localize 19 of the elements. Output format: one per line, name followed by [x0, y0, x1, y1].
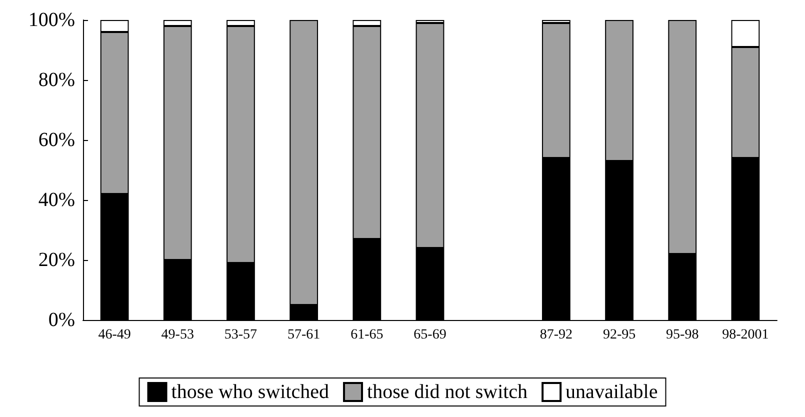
- x-tick-label: 53-57: [224, 328, 258, 342]
- x-tick-label: 61-65: [350, 328, 384, 342]
- y-tick-label: 100%: [28, 9, 75, 31]
- y-tick-label: 40%: [38, 189, 75, 211]
- legend-label: those did not switch: [367, 381, 528, 403]
- x-tick-label: 87-92: [540, 328, 573, 342]
- y-tick-label: 20%: [38, 249, 75, 271]
- y-tick-label: 60%: [38, 129, 75, 151]
- x-tick-label: 57-61: [287, 328, 320, 342]
- x-tick-label: 98-2001: [722, 328, 769, 342]
- legend-label: unavailable: [566, 381, 658, 403]
- legend-label: those who switched: [171, 381, 330, 403]
- x-tick-label: 49-53: [161, 328, 194, 342]
- x-tick-label: 92-95: [602, 328, 636, 342]
- y-tick-label: 80%: [38, 69, 75, 91]
- x-tick-label: 65-69: [414, 328, 446, 342]
- x-tick-label: 46-49: [98, 328, 131, 342]
- x-tick-label: 95-98: [666, 328, 699, 342]
- y-tick-label: 0%: [48, 309, 75, 331]
